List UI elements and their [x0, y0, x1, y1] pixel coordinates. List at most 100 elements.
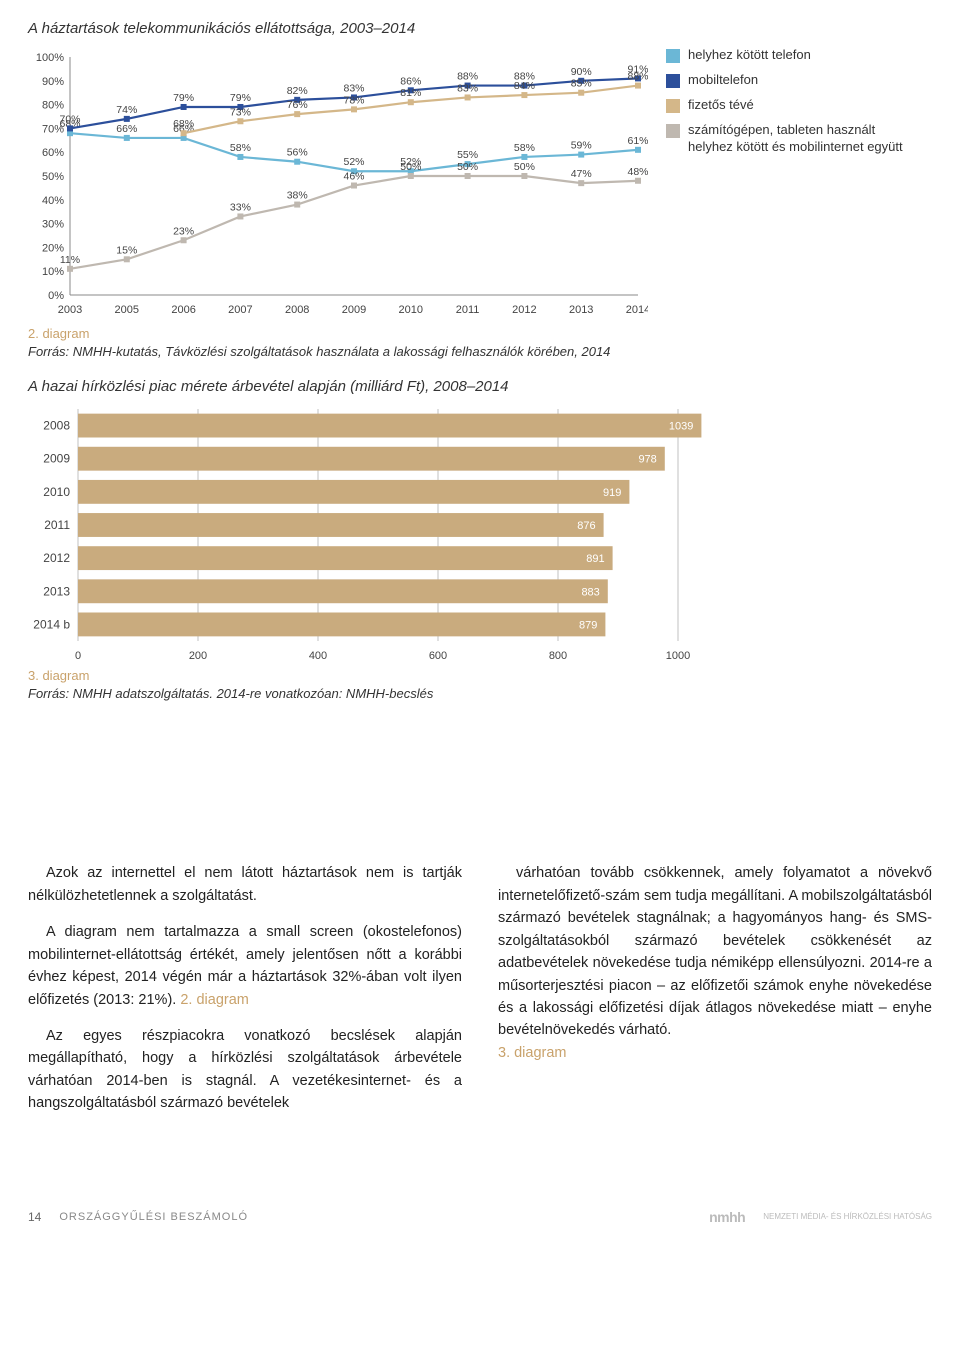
svg-text:2003: 2003 — [58, 304, 82, 316]
legend-item: helyhez kötött telefon — [666, 47, 916, 64]
svg-text:2005: 2005 — [115, 304, 139, 316]
svg-text:90%: 90% — [571, 66, 592, 78]
svg-text:2012: 2012 — [512, 304, 536, 316]
svg-text:100%: 100% — [36, 52, 64, 64]
svg-text:10%: 10% — [42, 266, 64, 278]
svg-text:23%: 23% — [173, 225, 194, 237]
diagram-ref: 2. diagram — [180, 992, 249, 1008]
line-chart-caption: 2. diagram Forrás: NMHH-kutatás, Távközl… — [28, 325, 932, 360]
svg-text:2008: 2008 — [285, 304, 309, 316]
legend-swatch — [666, 124, 680, 138]
svg-text:2011: 2011 — [44, 518, 70, 532]
svg-text:1039: 1039 — [669, 421, 693, 433]
line-chart-caption-text: Forrás: NMHH-kutatás, Távközlési szolgál… — [28, 344, 610, 359]
body-paragraph: Az egyes részpiacokra vonatkozó becslése… — [28, 1025, 462, 1115]
svg-text:2006: 2006 — [171, 304, 195, 316]
svg-text:56%: 56% — [287, 147, 308, 159]
svg-text:61%: 61% — [627, 135, 648, 147]
body-paragraph: A diagram nem tartalmazza a small screen… — [28, 921, 462, 1011]
svg-text:2013: 2013 — [569, 304, 593, 316]
legend-item: fizetős tévé — [666, 97, 916, 114]
nmhh-logo: nmhh — [709, 1209, 745, 1225]
svg-text:76%: 76% — [287, 99, 308, 111]
svg-text:30%: 30% — [42, 219, 64, 231]
svg-text:84%: 84% — [514, 80, 535, 92]
svg-text:400: 400 — [309, 650, 327, 662]
legend-item: számítógépen, tableten használt helyhez … — [666, 122, 916, 156]
svg-text:66%: 66% — [116, 123, 137, 135]
svg-text:46%: 46% — [343, 171, 364, 183]
svg-text:60%: 60% — [42, 147, 64, 159]
svg-text:2014: 2014 — [626, 304, 648, 316]
svg-text:50%: 50% — [514, 161, 535, 173]
footer-title: ORSZÁGGYŰLÉSI BESZÁMOLÓ — [59, 1211, 248, 1223]
svg-text:55%: 55% — [457, 149, 478, 161]
svg-text:81%: 81% — [400, 87, 421, 99]
svg-text:0%: 0% — [48, 290, 64, 302]
svg-text:79%: 79% — [230, 92, 251, 104]
svg-text:879: 879 — [579, 620, 597, 632]
svg-text:20%: 20% — [42, 242, 64, 254]
svg-text:2011: 2011 — [456, 304, 480, 316]
body-paragraph: Azok az internettel el nem látott háztar… — [28, 862, 462, 907]
svg-text:90%: 90% — [42, 76, 64, 88]
legend-swatch — [666, 49, 680, 63]
svg-text:800: 800 — [549, 650, 567, 662]
diagram-ref: 3. diagram — [498, 1045, 567, 1061]
page-footer: 14 ORSZÁGGYŰLÉSI BESZÁMOLÓ nmhh NEMZETI … — [28, 1209, 932, 1225]
bar-chart: 0200400600800100020081039200997820109192… — [28, 403, 748, 663]
bar-chart-caption-text: Forrás: NMHH adatszolgáltatás. 2014-re v… — [28, 686, 433, 701]
svg-text:919: 919 — [603, 487, 621, 499]
svg-text:40%: 40% — [42, 195, 64, 207]
body-column-right: várhatóan tovább csökkennek, amely folya… — [498, 862, 932, 1129]
body-paragraph-text: várhatóan tovább csökkennek, amely folya… — [498, 865, 932, 1038]
svg-text:883: 883 — [581, 586, 599, 598]
svg-text:58%: 58% — [514, 142, 535, 154]
line-chart-legend: helyhez kötött telefon mobiltelefon fizető… — [666, 47, 916, 317]
svg-text:82%: 82% — [287, 85, 308, 97]
svg-text:2013: 2013 — [43, 584, 70, 598]
svg-text:200: 200 — [189, 650, 207, 662]
svg-text:59%: 59% — [571, 140, 592, 152]
svg-text:15%: 15% — [116, 244, 137, 256]
svg-text:891: 891 — [586, 553, 604, 565]
svg-text:85%: 85% — [571, 78, 592, 90]
legend-label: mobiltelefon — [688, 72, 758, 89]
svg-text:52%: 52% — [343, 156, 364, 168]
body-column-left: Azok az internettel el nem látott háztar… — [28, 862, 462, 1129]
line-chart-title: A háztartások telekommunikációs ellátott… — [28, 20, 932, 37]
legend-label: számítógépen, tableten használt helyhez … — [688, 122, 916, 156]
svg-text:79%: 79% — [173, 92, 194, 104]
body-text: Azok az internettel el nem látott háztar… — [28, 862, 932, 1129]
bar-chart-title: A hazai hírközlési piac mérete árbevétel… — [28, 378, 932, 395]
bar-chart-caption-num: 3. diagram — [28, 668, 89, 683]
svg-text:1000: 1000 — [666, 650, 690, 662]
svg-text:2008: 2008 — [43, 419, 70, 433]
svg-text:88%: 88% — [627, 71, 648, 83]
svg-text:70%: 70% — [59, 113, 80, 125]
svg-text:876: 876 — [577, 520, 595, 532]
svg-text:50%: 50% — [457, 161, 478, 173]
svg-text:978: 978 — [638, 454, 656, 466]
footer-agency: NEMZETI MÉDIA- ÉS HÍRKÖZLÉSI HATÓSÁG — [763, 1213, 932, 1221]
svg-text:38%: 38% — [287, 190, 308, 202]
svg-text:80%: 80% — [42, 100, 64, 112]
svg-text:74%: 74% — [116, 104, 137, 116]
svg-text:73%: 73% — [230, 106, 251, 118]
svg-text:2009: 2009 — [342, 304, 366, 316]
svg-text:33%: 33% — [230, 201, 251, 213]
svg-text:2014 b: 2014 b — [33, 618, 70, 632]
svg-text:47%: 47% — [571, 168, 592, 180]
line-chart: 0% 10% 20% 30% 40% 50% 60% 70%80% 90% 100% 2003 200… — [28, 47, 648, 317]
svg-text:2010: 2010 — [43, 485, 70, 499]
svg-text:2007: 2007 — [228, 304, 252, 316]
legend-label: fizetős tévé — [688, 97, 754, 114]
svg-text:600: 600 — [429, 650, 447, 662]
legend-label: helyhez kötött telefon — [688, 47, 811, 64]
page-number: 14 — [28, 1210, 41, 1224]
svg-text:58%: 58% — [230, 142, 251, 154]
svg-text:86%: 86% — [400, 75, 421, 87]
line-chart-caption-num: 2. diagram — [28, 326, 89, 341]
svg-text:88%: 88% — [457, 71, 478, 83]
legend-swatch — [666, 99, 680, 113]
